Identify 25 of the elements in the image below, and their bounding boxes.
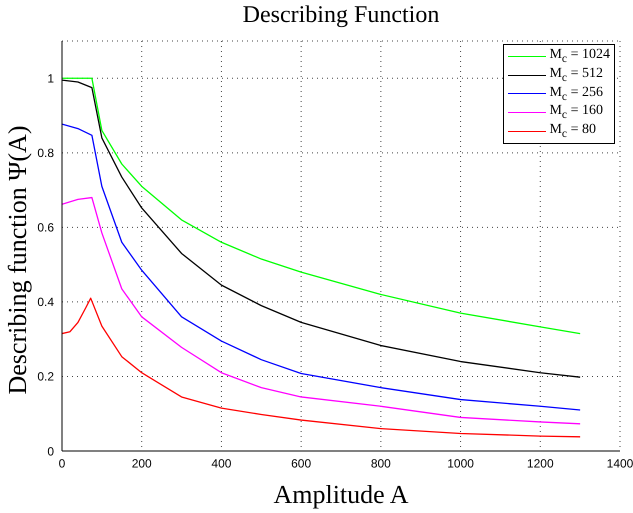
- legend-label: M$_{c}$ = 1024: [549, 47, 610, 66]
- y-tick-label: 0.4: [37, 295, 54, 310]
- x-tick-label: 0: [58, 456, 66, 471]
- legend-label: M$_{c}$ = 80: [549, 122, 596, 141]
- x-tick-label: 400: [211, 456, 232, 471]
- x-tick-label: 800: [370, 456, 392, 471]
- x-tick-label: 1200: [526, 456, 554, 471]
- y-tick-label: 0.8: [37, 146, 54, 160]
- y-axis-title: Describing function Ψ(A): [3, 124, 33, 397]
- x-tick-label: 600: [291, 456, 312, 471]
- x-tick-label: 1400: [606, 456, 633, 471]
- y-tick-label: 1: [47, 72, 54, 86]
- legend-label: M$_{c}$ = 256: [549, 84, 603, 104]
- chart-title: Describing Function: [242, 2, 440, 29]
- y-tick-label: 0.6: [37, 220, 54, 235]
- line-series: [62, 196, 581, 424]
- line-series: [62, 123, 581, 411]
- y-tick-label: 0: [47, 444, 54, 458]
- line-series: [62, 298, 581, 438]
- x-axis-title: Amplitude A: [272, 480, 410, 510]
- x-tick-label: 1000: [447, 456, 474, 471]
- x-tick-label: 200: [132, 456, 152, 471]
- legend-label: M$_{c}$ = 512: [549, 66, 603, 85]
- y-tick-label: 0.2: [37, 370, 54, 384]
- legend-label: M$_{c}$ = 160: [549, 103, 603, 122]
